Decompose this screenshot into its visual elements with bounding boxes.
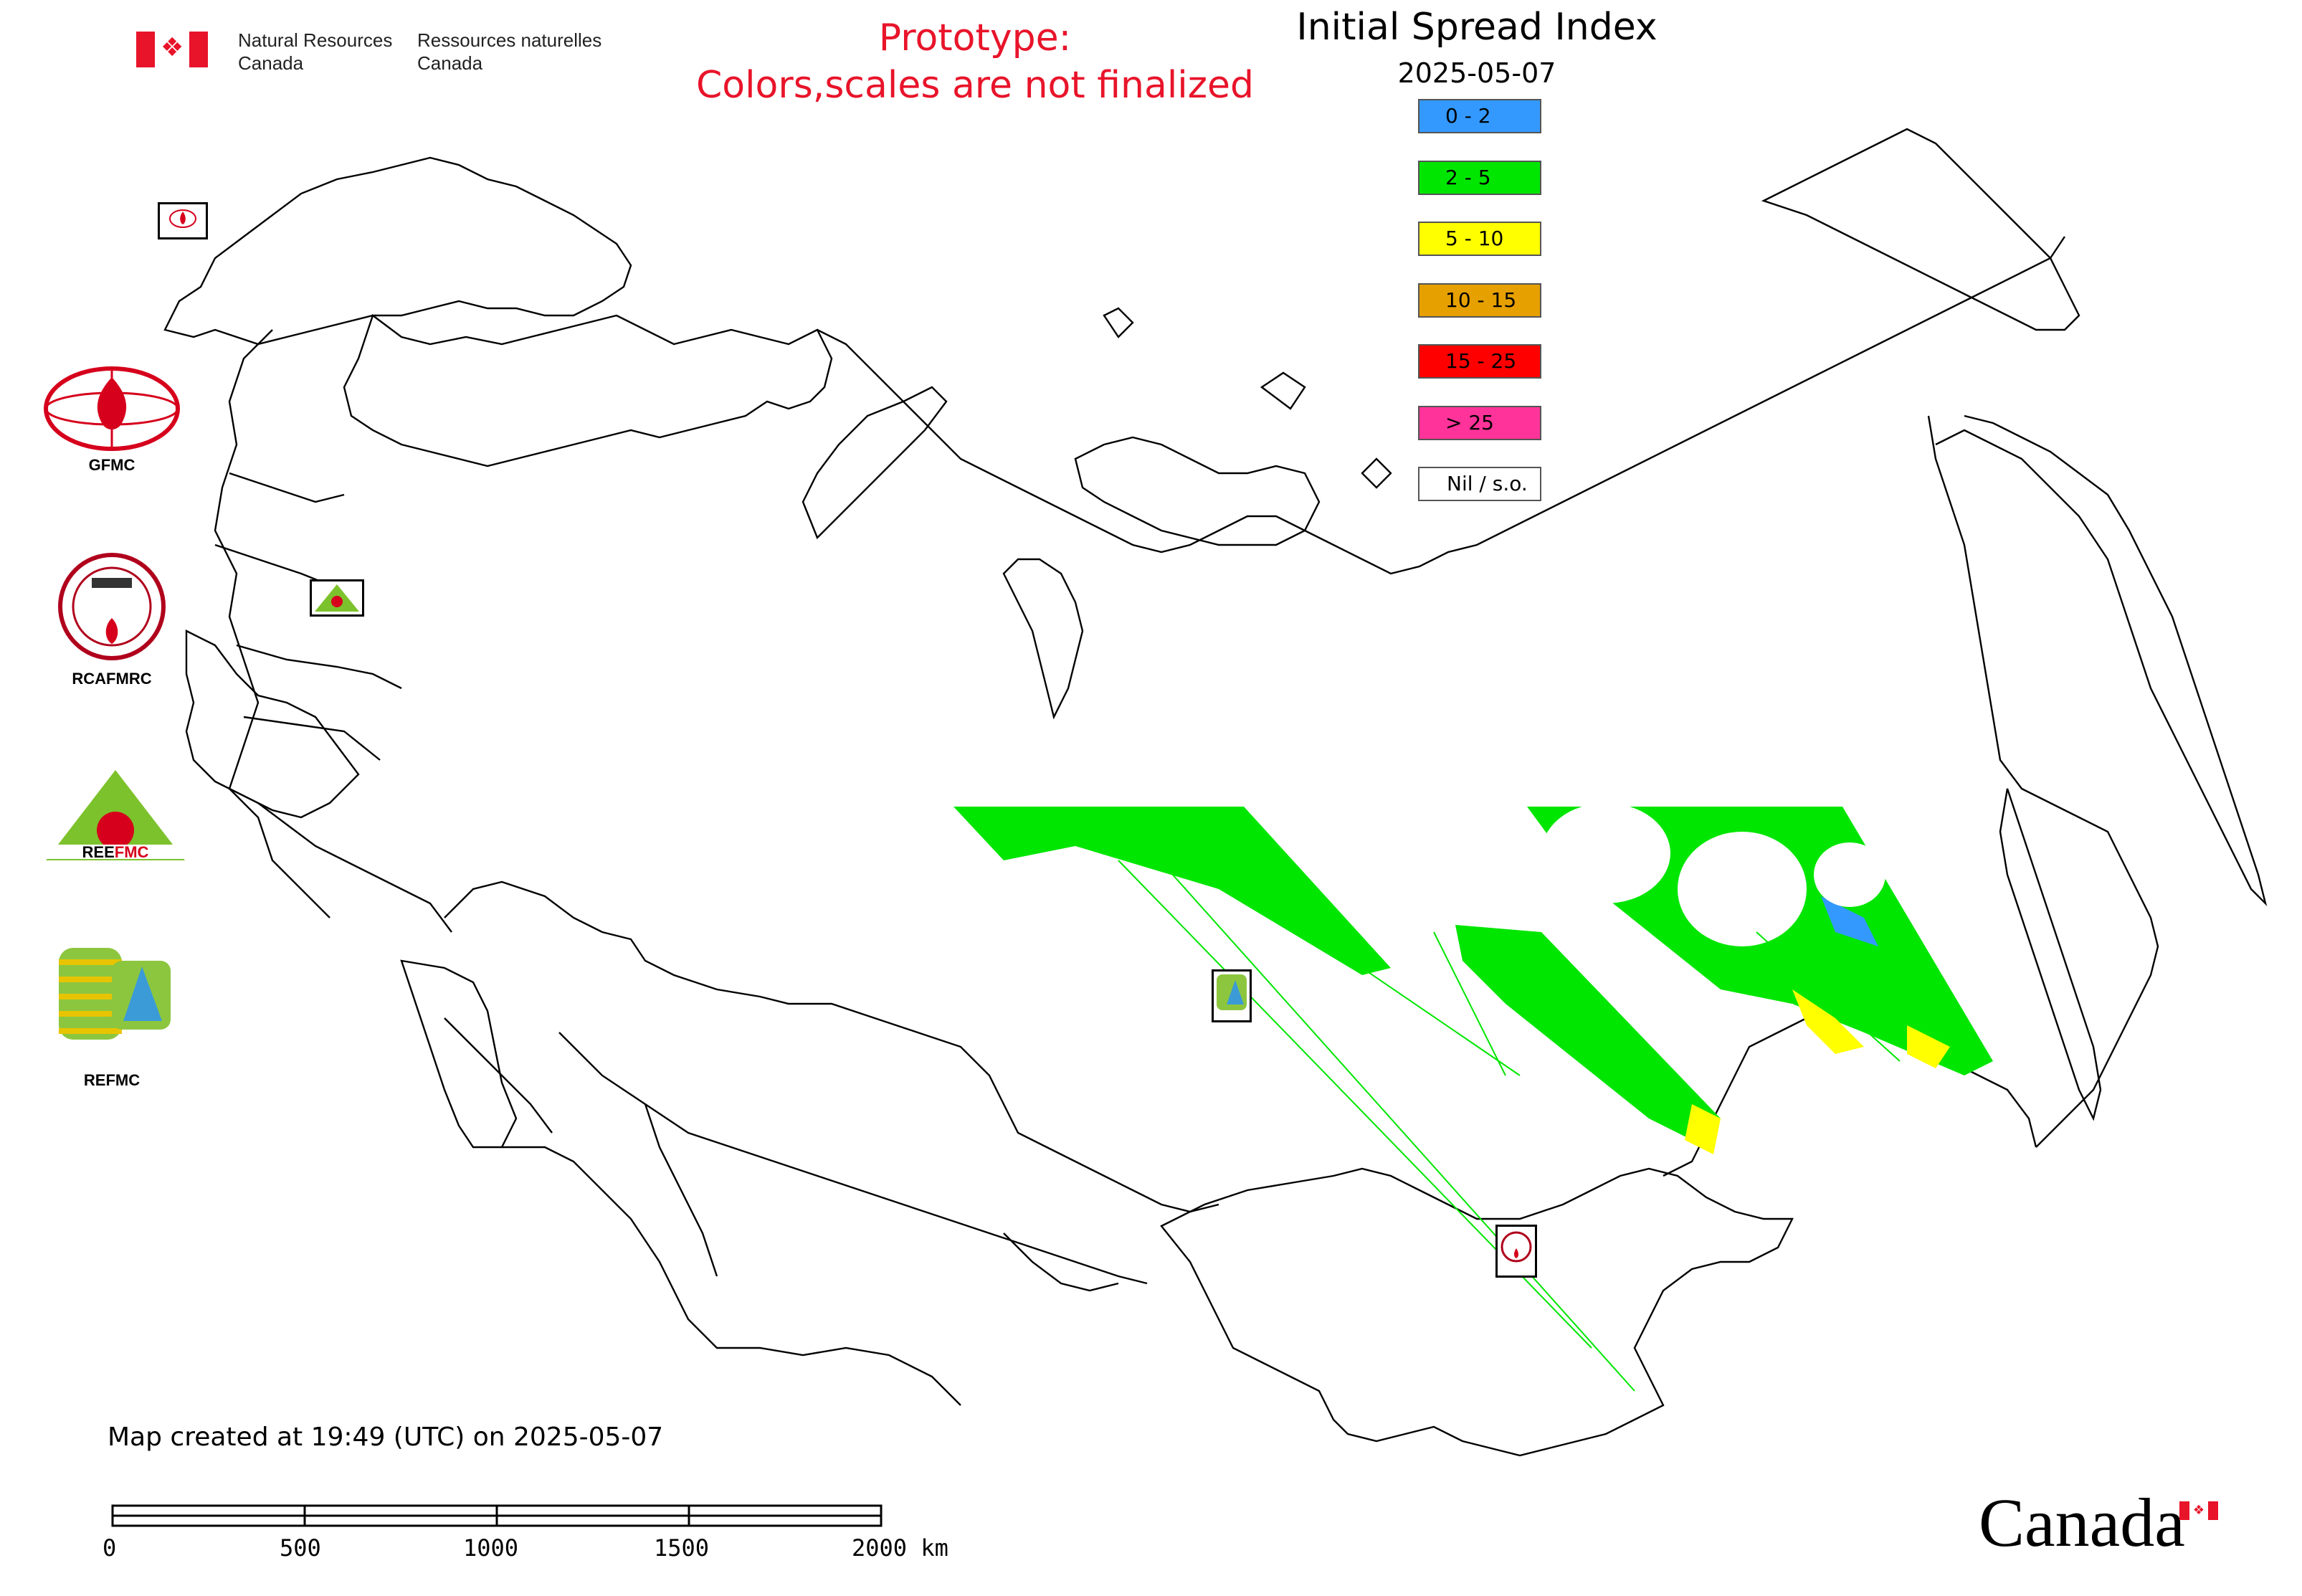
refmc-logo bbox=[57, 946, 172, 1041]
legend-item: 10 - 15 bbox=[1418, 283, 1541, 318]
reefmc-map-marker bbox=[310, 579, 364, 617]
scale-label-500: 500 bbox=[280, 1534, 321, 1562]
legend-item-label: Nil / s.o. bbox=[1447, 472, 1528, 495]
department-name-en: Natural Resources Canada bbox=[238, 29, 393, 74]
scale-bar bbox=[111, 1504, 883, 1527]
map-title: Initial Spread Index bbox=[1296, 6, 1657, 49]
canada-wordmark-flag: ❖ bbox=[2179, 1501, 2218, 1520]
legend-item-label: 2 - 5 bbox=[1445, 166, 1491, 189]
legend-item-label: > 25 bbox=[1445, 411, 1494, 434]
legend-item: > 25 bbox=[1418, 406, 1541, 440]
scandinavia-outline bbox=[163, 156, 632, 346]
legend-item: 5 - 10 bbox=[1418, 222, 1541, 256]
green-streak-west bbox=[953, 807, 1391, 975]
kazakhstan-north-border bbox=[444, 880, 1219, 1213]
black-sea-coast bbox=[185, 630, 360, 819]
scale-label-1000: 1000 bbox=[463, 1534, 519, 1562]
legend-item-label: 5 - 10 bbox=[1445, 227, 1504, 250]
island-3 bbox=[1361, 457, 1392, 489]
novaya-zemlya bbox=[802, 386, 948, 540]
taymyr bbox=[1074, 436, 1321, 546]
svg-text:REEFMC: REEFMC bbox=[82, 843, 149, 861]
scale-label-1500: 1500 bbox=[654, 1534, 710, 1562]
yamal bbox=[1002, 558, 1084, 720]
refmc-label: REFMC bbox=[83, 1071, 141, 1089]
legend-item: 0 - 2 bbox=[1418, 99, 1541, 133]
map-created-text: Map created at 19:49 (UTC) on 2025-05-07 bbox=[108, 1422, 664, 1452]
rcafmrc-label: RCAFMRC bbox=[72, 670, 152, 688]
canada-wordmark: Canada bbox=[1979, 1484, 2185, 1561]
legend-item: 2 - 5 bbox=[1418, 161, 1541, 195]
western-border bbox=[214, 329, 330, 918]
caspian-sea bbox=[400, 959, 518, 1149]
pacific-coast bbox=[1927, 415, 2159, 1148]
kazakhstan-south-border bbox=[558, 1032, 1148, 1285]
blue-patch-2 bbox=[1821, 896, 1878, 946]
kyrgyz-border bbox=[1003, 1232, 1119, 1292]
rcafmrc-map-marker bbox=[1495, 1225, 1537, 1278]
legend-item: Nil / s.o. bbox=[1418, 467, 1541, 501]
rcafmrc-logo bbox=[57, 552, 166, 661]
west-inner-border-4 bbox=[243, 716, 381, 761]
yellow-patch-2 bbox=[1685, 1104, 1721, 1154]
refmc-map-marker bbox=[1212, 969, 1252, 1022]
yellow-patch-3 bbox=[1907, 1025, 1950, 1068]
gfmc-label: GFMC bbox=[88, 456, 135, 474]
scale-label-0: 0 bbox=[103, 1534, 117, 1562]
department-name-fr: Ressources naturelles Canada bbox=[417, 29, 602, 74]
caucasus-border bbox=[257, 802, 452, 933]
nil-gap-1 bbox=[1678, 832, 1807, 946]
yellow-patch-1 bbox=[1792, 989, 1864, 1054]
gfmc-map-marker bbox=[158, 202, 208, 239]
legend-item: 15 - 25 bbox=[1418, 344, 1541, 379]
reefmc-logo: REEFMC bbox=[39, 767, 192, 868]
canada-flag: ❖ bbox=[136, 32, 208, 67]
scale-label-2000: 2000 km bbox=[852, 1534, 948, 1562]
sakhalin bbox=[1999, 788, 2102, 1121]
chukotka bbox=[1761, 128, 2080, 331]
kamchatka bbox=[1935, 414, 2268, 906]
nil-gap-2 bbox=[1541, 803, 1670, 903]
legend-item-label: 10 - 15 bbox=[1445, 288, 1517, 312]
island-1 bbox=[1103, 307, 1134, 338]
mongolia-outline bbox=[1160, 1167, 1794, 1457]
map-date: 2025-05-07 bbox=[1397, 57, 1556, 89]
island-2 bbox=[1260, 371, 1306, 410]
uzbek-border bbox=[644, 1103, 718, 1277]
west-inner-border-3 bbox=[236, 644, 402, 690]
central-asia-borders bbox=[502, 1146, 961, 1406]
arctic-coast bbox=[817, 236, 2065, 575]
nil-gap-3 bbox=[1814, 842, 1885, 907]
turkmenistan-border bbox=[444, 1017, 553, 1134]
isi-raster bbox=[953, 803, 1993, 1392]
country-borders bbox=[163, 128, 2268, 1457]
kola-peninsula bbox=[343, 314, 833, 467]
legend-item-label: 15 - 25 bbox=[1445, 349, 1517, 373]
prototype-notice: Prototype: Colors,scales are not finaliz… bbox=[695, 16, 1255, 107]
west-inner-border-1 bbox=[229, 472, 345, 503]
legend-item-label: 0 - 2 bbox=[1445, 104, 1491, 128]
green-streak-sw bbox=[1455, 925, 1721, 1147]
gfmc-logo bbox=[40, 364, 184, 453]
